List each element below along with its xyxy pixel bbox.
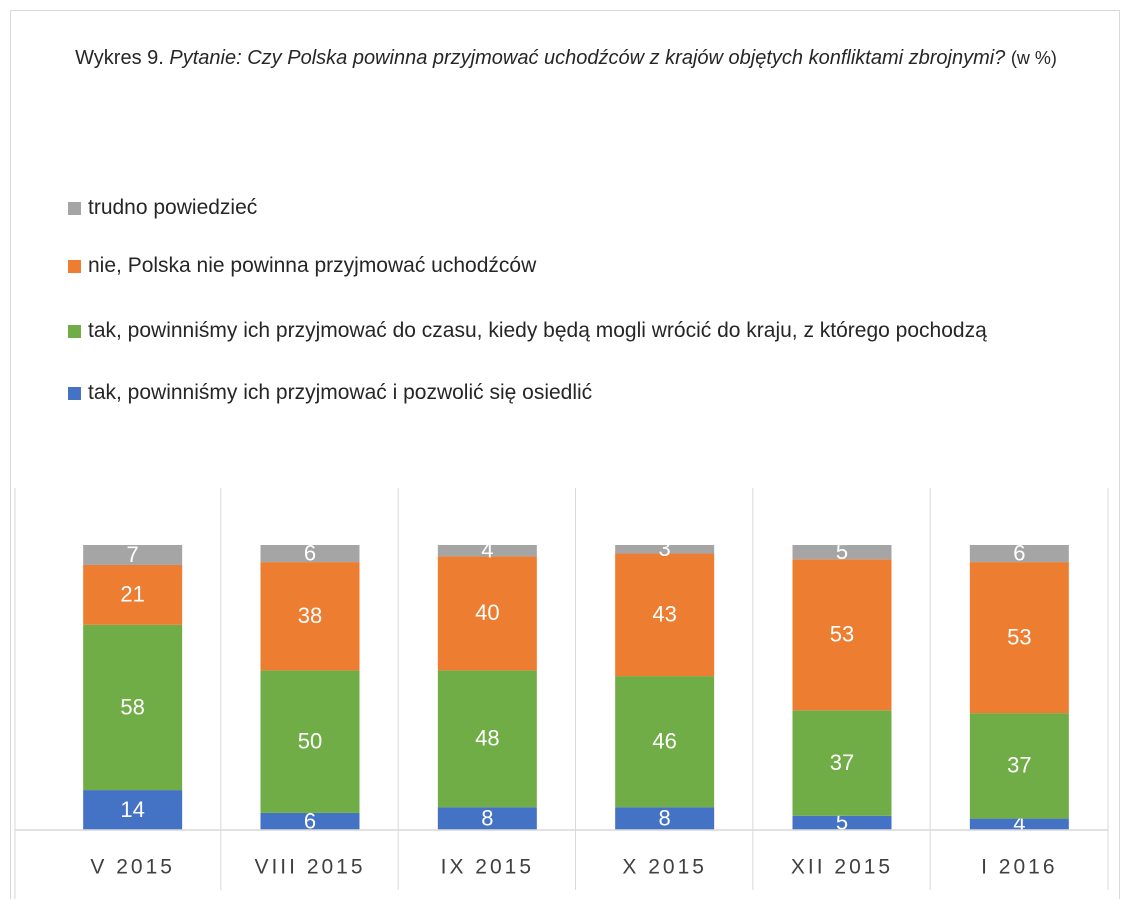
x-tick-label: X 2015: [622, 856, 707, 879]
bar-segment: [260, 545, 360, 563]
bar-segment: [437, 807, 537, 830]
data-label: 53: [830, 622, 854, 647]
bar-segment: [615, 807, 715, 830]
x-tick-label: IX 2015: [441, 856, 534, 879]
data-label: 14: [120, 797, 144, 822]
data-label: 4: [481, 538, 493, 563]
data-label: 50: [298, 728, 322, 753]
legend-swatch: [68, 325, 81, 338]
bar-segment: [615, 553, 715, 677]
bar-segment: [792, 559, 892, 711]
data-label: 5: [836, 539, 848, 564]
data-label: 48: [475, 726, 499, 751]
data-label: 6: [1013, 540, 1025, 565]
data-label: 53: [1007, 624, 1031, 649]
x-tick-label: XII 2015: [791, 856, 893, 879]
data-label: 58: [120, 694, 144, 719]
bar-segment: [260, 670, 360, 813]
legend-swatch: [68, 202, 81, 215]
data-label: 3: [659, 536, 671, 561]
bar-segment: [969, 562, 1069, 714]
data-label: 40: [475, 600, 499, 625]
data-label: 37: [1007, 753, 1031, 778]
bar-segment: [260, 812, 360, 830]
data-label: 21: [120, 582, 144, 607]
bar-segment: [83, 624, 183, 791]
data-label: 5: [836, 810, 848, 835]
chart-title: Wykres 9. Pytanie: Czy Polska powinna pr…: [60, 42, 1072, 75]
legend-swatch: [68, 387, 81, 400]
x-tick-label: V 2015: [90, 856, 175, 879]
chart-frame: [10, 10, 1120, 899]
data-label: 7: [127, 542, 139, 567]
legend-label: nie, Polska nie powinna przyjmować uchod…: [88, 254, 537, 277]
bar-segment: [437, 670, 537, 808]
data-label: 43: [652, 602, 676, 627]
bar-segment: [969, 818, 1069, 830]
data-label: 8: [659, 805, 671, 830]
bar-segment: [83, 545, 183, 565]
bar-segment: [615, 676, 715, 808]
legend-label: tak, powinniśmy ich przyjmować do czasu,…: [88, 319, 987, 342]
x-tick-label: VIII 2015: [254, 856, 365, 879]
data-label: 8: [481, 805, 493, 830]
data-label: 37: [830, 750, 854, 775]
bar-segment: [792, 710, 892, 816]
bar-segment: [437, 556, 537, 671]
bar-segment: [437, 545, 537, 557]
bar-segment: [83, 564, 183, 625]
bar-segment: [260, 562, 360, 671]
legend-entry: tak, powinniśmy ich przyjmować do czasu,…: [68, 317, 1108, 344]
bar-segment: [792, 815, 892, 830]
data-label: 6: [304, 540, 316, 565]
bar-segment: [83, 790, 183, 830]
legend-entry: tak, powinniśmy ich przyjmować i pozwoli…: [68, 379, 1108, 406]
bar-segment: [615, 545, 715, 554]
bar-segment: [969, 713, 1069, 819]
bar-segment: [969, 545, 1069, 563]
x-tick-label: I 2016: [981, 856, 1057, 879]
title-question: Pytanie: Czy Polska powinna przyjmować u…: [169, 47, 1006, 69]
legend-label: trudno powiedzieć: [88, 196, 258, 219]
data-label: 46: [652, 728, 676, 753]
legend-entry: trudno powiedzieć: [68, 194, 1108, 221]
title-prefix: Wykres 9.: [75, 47, 164, 69]
title-unit: (w %): [1010, 48, 1057, 68]
legend-label: tak, powinniśmy ich przyjmować i pozwoli…: [88, 381, 593, 404]
data-label: 6: [304, 808, 316, 833]
legend-swatch: [68, 260, 81, 273]
bar-segment: [792, 545, 892, 560]
legend-entry: nie, Polska nie powinna przyjmować uchod…: [68, 252, 1108, 279]
data-label: 38: [298, 603, 322, 628]
